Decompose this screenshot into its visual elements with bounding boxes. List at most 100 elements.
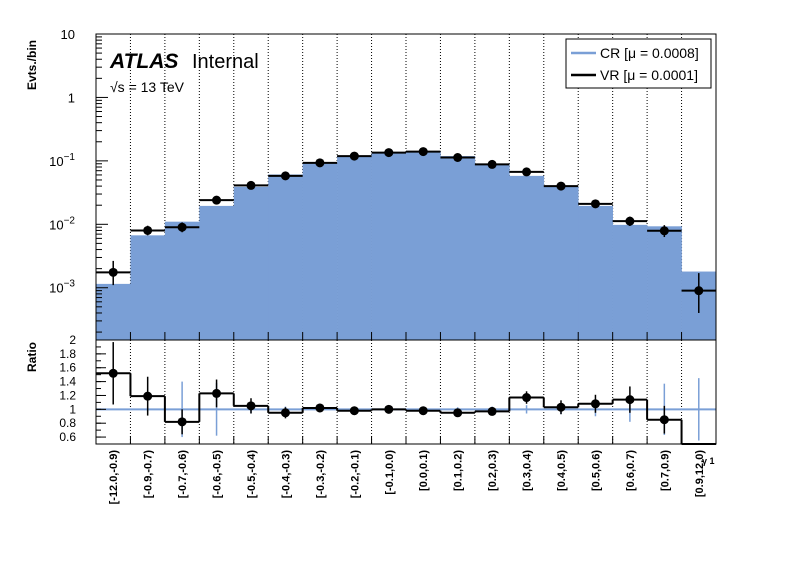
ratio-tick-label: 1.8	[59, 347, 76, 361]
ratio-series	[96, 342, 716, 445]
ratio-point	[625, 395, 635, 405]
vr-point	[177, 222, 187, 232]
ratio-point	[177, 417, 187, 427]
x-tick-label: [-0.5,-0.4)	[246, 450, 258, 499]
ratio-point	[384, 404, 394, 414]
x-tick-label: [-12.0,-0.9)	[108, 450, 120, 505]
ratio-tick-label: 2	[69, 333, 76, 347]
vr-point	[590, 199, 600, 209]
y-tick-label: 10	[61, 27, 75, 42]
cr-bar	[612, 224, 648, 340]
legend-cr-label: CR [μ = 0.0008]	[600, 45, 699, 61]
ratio-y-axis: 0.60.811.21.41.61.82	[59, 333, 106, 445]
ratio-point	[487, 406, 497, 416]
energy-label: √s = 13 TeV	[110, 79, 185, 95]
x-axis: [-12.0,-0.9) [-0.9,-0.7) [-0.7,-0.6) [-0.6,…	[95, 332, 717, 505]
vr-point	[280, 171, 290, 181]
x-tick-label: [-0.2,-0.1)	[349, 450, 361, 499]
x-tick-label: [-0.7,-0.6)	[177, 450, 189, 499]
cr-bar	[130, 235, 166, 340]
cr-bar	[474, 163, 510, 340]
ratio-point	[590, 399, 600, 409]
cr-bar	[199, 205, 235, 340]
ratio-point	[659, 415, 669, 425]
y-tick-label: 10−1	[49, 152, 75, 169]
x-tick-label: [0.9,12.0)	[694, 450, 706, 497]
ratio-tick-label: 1.2	[59, 388, 76, 402]
cr-bar	[509, 175, 545, 340]
vr-point	[315, 158, 325, 168]
vr-histogram	[96, 147, 716, 313]
vr-point	[659, 226, 669, 236]
vr-point	[694, 286, 704, 296]
ratio-tick-label: 1.4	[59, 375, 76, 389]
x-tick-label: [0.4,0.5)	[556, 450, 568, 491]
cr-bar	[96, 283, 131, 340]
vr-point	[349, 151, 359, 161]
ratio-tick-label: 1	[69, 402, 76, 416]
ratio-point	[212, 388, 222, 398]
cr-histogram	[96, 151, 717, 340]
vr-point	[246, 180, 256, 190]
x-tick-label: [-0.3,-0.2)	[315, 450, 327, 499]
ratio-tick-label: 0.8	[59, 416, 76, 430]
x-tick-label: [0.3,0.4)	[522, 450, 534, 491]
ratio-panel-grid	[129, 340, 683, 444]
cr-bar	[164, 221, 200, 340]
x-tick-label: [0.6,0.7)	[625, 450, 637, 491]
legend-vr-label: VR [μ = 0.0001]	[600, 67, 698, 83]
ratio-point	[349, 406, 359, 416]
x-tick-label: [-0.4,-0.3)	[280, 450, 292, 499]
vr-point	[453, 153, 463, 163]
vr-point	[143, 225, 153, 235]
x-tick-label: [0.0,0.1)	[418, 450, 430, 491]
ratio-point	[418, 406, 428, 416]
ratio-axis-title: Ratio	[25, 342, 39, 372]
vr-point	[556, 181, 566, 191]
y-axis-title: Evts./bin	[25, 40, 39, 90]
atlas-label: ATLAS	[109, 50, 178, 73]
cr-bar	[406, 151, 441, 340]
x-tick-label: [0.7,0.9)	[659, 450, 671, 491]
cr-bar	[337, 155, 372, 340]
legend: CR [μ = 0.0008] VR [μ = 0.0001]	[565, 38, 712, 89]
x-tick-label: [0.1,0.2)	[453, 450, 465, 491]
cr-bar	[543, 186, 579, 340]
legend-box	[565, 38, 712, 89]
ratio-point	[246, 401, 256, 411]
x-tick-label: [-0.9,-0.7)	[143, 450, 155, 499]
y-tick-label: 10−2	[49, 215, 75, 232]
top-y-axis: 10−3 10−2 10−1 1 10	[49, 27, 108, 333]
vr-point	[487, 159, 497, 169]
ratio-point	[108, 368, 118, 378]
cr-bar	[302, 163, 338, 340]
vr-point	[625, 216, 635, 226]
cr-bar	[233, 186, 269, 340]
ratio-tick-label: 0.6	[59, 430, 76, 444]
x-tick-label: [-0.1,0.0)	[384, 450, 396, 495]
ratio-point	[522, 393, 532, 403]
cr-bar	[578, 205, 613, 340]
x-tick-label: [0.2,0.3)	[487, 450, 499, 491]
cr-bar	[371, 152, 407, 340]
ratio-point	[315, 403, 325, 413]
vr-point	[418, 147, 428, 157]
x-axis-title: γ 1	[702, 456, 715, 466]
y-tick-label: 10−3	[49, 279, 75, 296]
vr-point	[384, 148, 394, 158]
ratio-point	[453, 408, 463, 418]
vr-point	[522, 167, 532, 177]
cr-bar	[647, 226, 682, 340]
vr-point	[212, 195, 222, 205]
atlas-status: Internal	[192, 51, 259, 73]
vr-point	[108, 267, 118, 277]
cr-bar	[440, 156, 476, 340]
ratio-point	[556, 402, 566, 412]
ratio-tick-label: 1.6	[59, 361, 76, 375]
cr-bar	[268, 174, 303, 340]
ratio-point	[280, 408, 290, 418]
y-tick-label: 1	[68, 90, 75, 105]
x-tick-label: [-0.6,-0.5)	[212, 450, 224, 499]
x-tick-label: [0.5,0.6)	[590, 450, 602, 491]
